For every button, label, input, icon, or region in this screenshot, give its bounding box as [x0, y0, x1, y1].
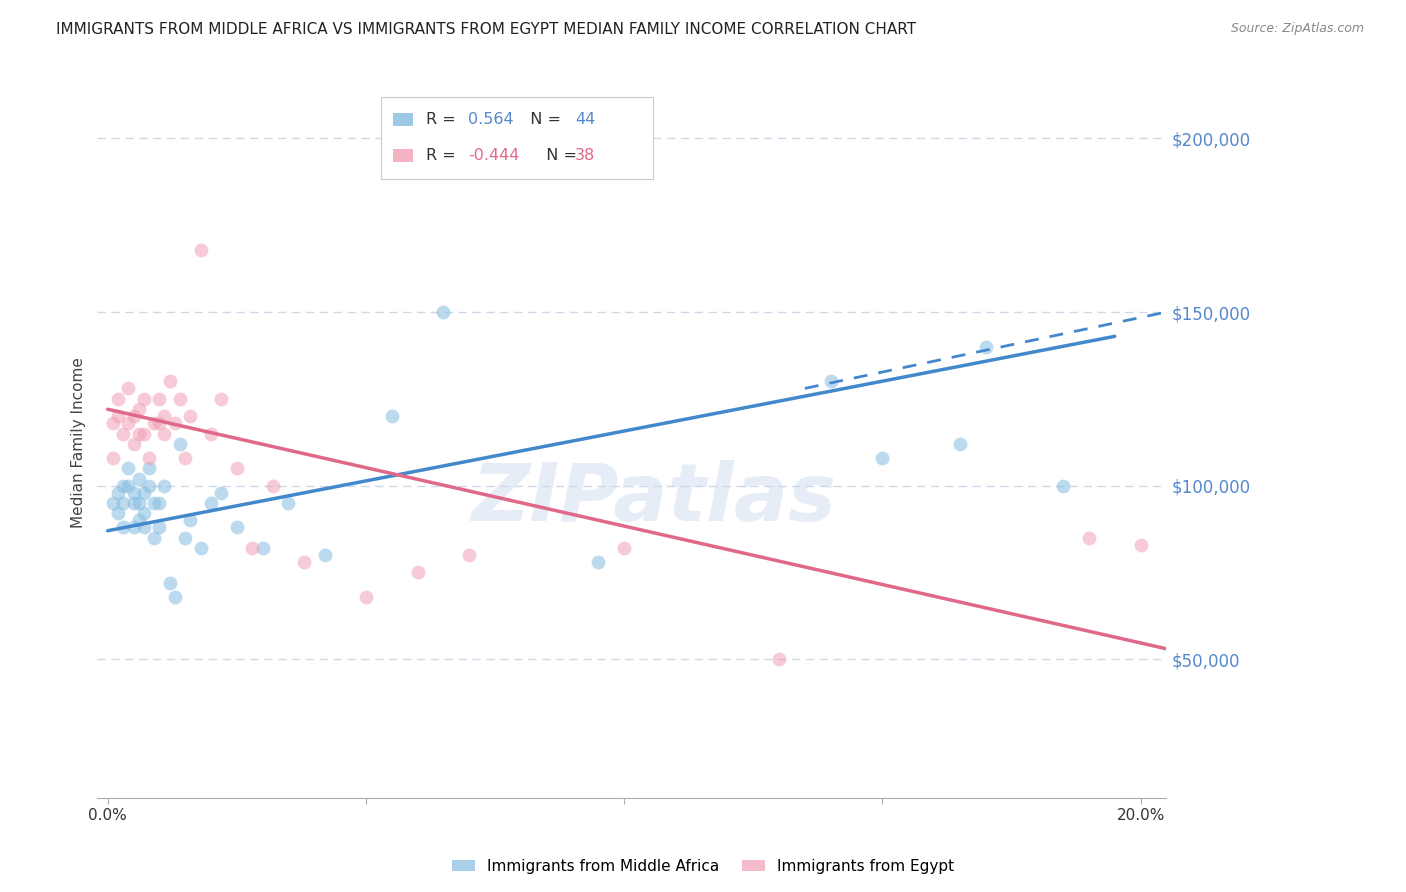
- Point: [820, 375, 842, 389]
- Point: [209, 392, 232, 406]
- Point: [148, 416, 170, 430]
- Point: [112, 496, 135, 510]
- Point: [314, 548, 336, 562]
- Point: [1052, 478, 1074, 492]
- Point: [132, 520, 155, 534]
- Text: R =: R =: [426, 112, 460, 128]
- Bar: [394, 113, 413, 126]
- Point: [101, 496, 124, 510]
- Point: [174, 450, 197, 465]
- Point: [117, 461, 139, 475]
- Point: [354, 590, 377, 604]
- Point: [153, 478, 176, 492]
- Point: [292, 555, 315, 569]
- Point: [132, 426, 155, 441]
- Point: [190, 541, 212, 555]
- Point: [159, 375, 181, 389]
- Point: [122, 520, 145, 534]
- Point: [225, 520, 247, 534]
- Point: [148, 520, 170, 534]
- Point: [101, 450, 124, 465]
- Point: [872, 450, 894, 465]
- Point: [588, 555, 610, 569]
- Point: [143, 531, 166, 545]
- Text: 0.564: 0.564: [468, 112, 515, 128]
- Point: [107, 409, 129, 424]
- Point: [974, 340, 997, 354]
- Text: N =: N =: [520, 112, 565, 128]
- Point: [613, 541, 636, 555]
- Point: [132, 392, 155, 406]
- Point: [112, 478, 135, 492]
- Point: [128, 513, 150, 527]
- Point: [107, 507, 129, 521]
- Point: [159, 575, 181, 590]
- Point: [148, 496, 170, 510]
- Text: 38: 38: [575, 148, 596, 163]
- Point: [458, 548, 481, 562]
- Text: R =: R =: [426, 148, 460, 163]
- Point: [122, 496, 145, 510]
- Point: [132, 485, 155, 500]
- Text: N =: N =: [536, 148, 582, 163]
- Point: [209, 485, 232, 500]
- Text: 44: 44: [575, 112, 596, 128]
- Point: [179, 409, 201, 424]
- Point: [107, 392, 129, 406]
- Point: [122, 485, 145, 500]
- Point: [138, 450, 160, 465]
- Point: [112, 426, 135, 441]
- Point: [169, 392, 191, 406]
- Point: [190, 243, 212, 257]
- Point: [262, 478, 284, 492]
- Point: [432, 305, 454, 319]
- Bar: [381, 97, 654, 179]
- Point: [122, 437, 145, 451]
- Bar: [394, 149, 413, 161]
- Point: [148, 392, 170, 406]
- Point: [128, 496, 150, 510]
- Point: [117, 381, 139, 395]
- Point: [200, 426, 222, 441]
- Point: [406, 566, 429, 580]
- Text: -0.444: -0.444: [468, 148, 520, 163]
- Point: [143, 416, 166, 430]
- Point: [200, 496, 222, 510]
- Point: [949, 437, 972, 451]
- Legend: Immigrants from Middle Africa, Immigrants from Egypt: Immigrants from Middle Africa, Immigrant…: [446, 853, 960, 880]
- Point: [768, 652, 790, 666]
- Point: [1077, 531, 1099, 545]
- Point: [117, 478, 139, 492]
- Point: [153, 426, 176, 441]
- Point: [163, 590, 186, 604]
- Point: [153, 409, 176, 424]
- Point: [128, 472, 150, 486]
- Point: [138, 478, 160, 492]
- Y-axis label: Median Family Income: Median Family Income: [72, 357, 86, 528]
- Point: [117, 416, 139, 430]
- Point: [143, 496, 166, 510]
- Point: [163, 416, 186, 430]
- Point: [252, 541, 274, 555]
- Point: [225, 461, 247, 475]
- Point: [138, 461, 160, 475]
- Text: ZIPatlas: ZIPatlas: [471, 460, 835, 538]
- Text: IMMIGRANTS FROM MIDDLE AFRICA VS IMMIGRANTS FROM EGYPT MEDIAN FAMILY INCOME CORR: IMMIGRANTS FROM MIDDLE AFRICA VS IMMIGRA…: [56, 22, 917, 37]
- Point: [277, 496, 299, 510]
- Point: [169, 437, 191, 451]
- Point: [107, 485, 129, 500]
- Legend: R =  0.564   N = 44, R = -0.444   N = 38: R = 0.564 N = 44, R = -0.444 N = 38: [394, 102, 614, 165]
- Point: [122, 409, 145, 424]
- Point: [128, 402, 150, 417]
- Point: [240, 541, 263, 555]
- Point: [128, 426, 150, 441]
- Text: Source: ZipAtlas.com: Source: ZipAtlas.com: [1230, 22, 1364, 36]
- Point: [132, 507, 155, 521]
- Point: [101, 416, 124, 430]
- Point: [112, 520, 135, 534]
- Point: [1129, 538, 1152, 552]
- Point: [381, 409, 404, 424]
- Point: [179, 513, 201, 527]
- Point: [174, 531, 197, 545]
